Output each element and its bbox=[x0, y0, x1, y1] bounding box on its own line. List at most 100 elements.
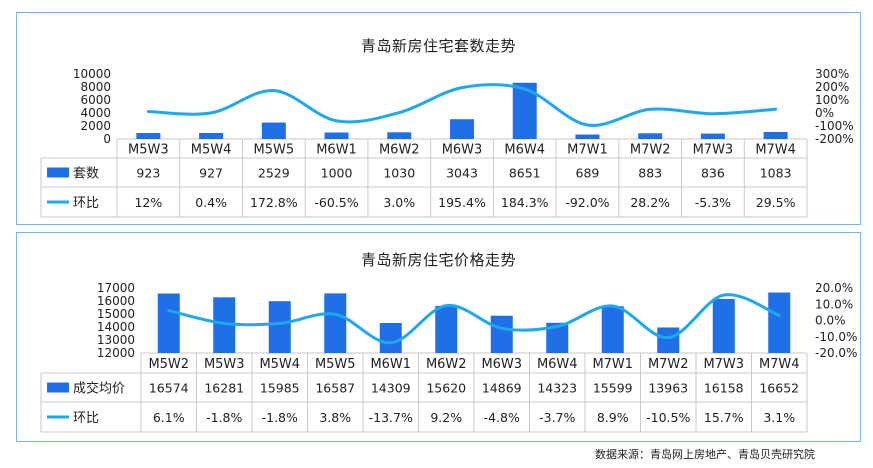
mom-value-label: 9.2% bbox=[430, 410, 462, 425]
bar bbox=[712, 298, 735, 353]
category-label: M5W5 bbox=[254, 143, 295, 158]
bar-value-label: 883 bbox=[638, 166, 662, 181]
category-label: M6W2 bbox=[379, 143, 420, 158]
mom-value-label: 8.9% bbox=[597, 410, 629, 425]
mom-value-label: 28.2% bbox=[630, 195, 670, 210]
y-left-tick-label: 0 bbox=[103, 132, 111, 146]
category-label: M7W2 bbox=[648, 357, 689, 372]
price-chart-panel: 青岛新房住宅价格走势 12000 13000 14000 15000 16000 1700… bbox=[16, 232, 861, 442]
mom-value-label: -5.3% bbox=[695, 195, 731, 210]
bar bbox=[324, 293, 347, 353]
y-left-tick-label: 2000 bbox=[80, 119, 111, 133]
y-left-tick-label: 12000 bbox=[97, 346, 135, 360]
mom-series-line bbox=[146, 83, 778, 127]
category-label: M5W5 bbox=[315, 357, 356, 372]
category-label: M6W3 bbox=[481, 357, 522, 372]
bar-value-label: 13963 bbox=[648, 381, 688, 396]
y-right-tick-label: -100% bbox=[815, 119, 854, 133]
y-right-tick-label: -200% bbox=[815, 132, 854, 146]
mom-value-label: 184.3% bbox=[501, 195, 549, 210]
bar bbox=[638, 133, 663, 139]
category-label: M6W1 bbox=[316, 143, 357, 158]
bar-value-label: 923 bbox=[136, 166, 160, 181]
bar bbox=[199, 132, 224, 139]
y-left-tick-label: 16000 bbox=[97, 294, 135, 308]
bar-value-label: 3043 bbox=[446, 166, 478, 181]
bar-value-label: 14309 bbox=[371, 381, 411, 396]
category-label: M7W3 bbox=[693, 143, 734, 158]
y-right-tick-label: 200% bbox=[815, 80, 849, 94]
bar bbox=[157, 293, 180, 353]
y-right-tick-label: -20.0% bbox=[815, 346, 857, 360]
mom-value-label: 29.5% bbox=[756, 195, 796, 210]
y-right-tick-label: 0% bbox=[815, 106, 834, 120]
bar-value-label: 16652 bbox=[759, 381, 799, 396]
bar-value-label: 689 bbox=[576, 166, 600, 181]
y-right-tick-label: -10.0% bbox=[815, 330, 857, 344]
y-left-tick-label: 10000 bbox=[73, 67, 111, 81]
chart-title: 青岛新房住宅价格走势 bbox=[360, 251, 516, 269]
bar-value-label: 16587 bbox=[315, 381, 355, 396]
y-left-tick-label: 13000 bbox=[97, 333, 135, 347]
bar-value-label: 927 bbox=[199, 166, 223, 181]
bar-value-label: 16281 bbox=[204, 381, 244, 396]
bar-value-label: 1030 bbox=[383, 166, 415, 181]
mom-value-label: -1.8% bbox=[206, 410, 242, 425]
bar bbox=[324, 132, 349, 139]
bar bbox=[213, 297, 236, 353]
category-label: M7W4 bbox=[755, 143, 796, 158]
mom-value-label: 3.1% bbox=[763, 410, 795, 425]
bar bbox=[768, 292, 791, 353]
bar bbox=[268, 301, 291, 353]
bar bbox=[379, 322, 402, 353]
y-right-tick-label: 300% bbox=[815, 67, 849, 81]
mom-value-label: 195.4% bbox=[438, 195, 486, 210]
category-label: M7W4 bbox=[759, 357, 800, 372]
legend-bar-swatch bbox=[47, 382, 69, 393]
y-right-tick-label: 20.0% bbox=[815, 281, 853, 295]
mom-value-label: -3.7% bbox=[539, 410, 575, 425]
bar-value-label: 1000 bbox=[321, 166, 353, 181]
mom-value-label: 3.0% bbox=[383, 195, 415, 210]
legend-line-label: 环比 bbox=[73, 196, 99, 211]
category-label: M7W3 bbox=[703, 357, 744, 372]
bar bbox=[261, 122, 286, 139]
mom-value-label: 15.7% bbox=[704, 410, 744, 425]
bar bbox=[450, 119, 474, 139]
bar-value-label: 2529 bbox=[258, 166, 290, 181]
source-note: 数据来源：青岛网上房地产、青岛贝壳研究院 bbox=[595, 448, 815, 461]
units-chart-panel: 青岛新房住宅套数走势 0 2000 4000 6000 8000 10000 -200% -1… bbox=[16, 12, 861, 225]
bar bbox=[490, 315, 513, 353]
bar-value-label: 15599 bbox=[593, 381, 633, 396]
category-label: M6W3 bbox=[442, 143, 483, 158]
legend-bar-label: 成交均价 bbox=[73, 381, 125, 397]
mom-value-label: 3.8% bbox=[319, 410, 351, 425]
mom-value-label: -92.0% bbox=[565, 195, 609, 210]
y-right-tick-label: 100% bbox=[815, 93, 849, 107]
mom-value-label: -4.8% bbox=[484, 410, 520, 425]
bar bbox=[136, 133, 161, 139]
mom-value-label: -13.7% bbox=[369, 410, 413, 425]
bar bbox=[546, 322, 569, 353]
bar bbox=[700, 133, 725, 139]
mom-value-label: -60.5% bbox=[314, 195, 358, 210]
category-label: M5W3 bbox=[204, 357, 245, 372]
category-label: M6W4 bbox=[537, 357, 578, 372]
mom-value-label: -1.8% bbox=[262, 410, 298, 425]
category-label: M6W4 bbox=[504, 143, 545, 158]
category-label: M5W3 bbox=[128, 143, 169, 158]
bar-value-label: 1083 bbox=[760, 166, 792, 181]
bar bbox=[575, 134, 600, 139]
bar-value-label: 14323 bbox=[537, 381, 577, 396]
y-left-tick-label: 14000 bbox=[97, 320, 135, 334]
category-label: M7W2 bbox=[630, 143, 671, 158]
mom-value-label: 12% bbox=[134, 195, 162, 210]
bar bbox=[763, 131, 788, 139]
mom-value-label: 172.8% bbox=[250, 195, 298, 210]
bar bbox=[601, 306, 624, 353]
bar bbox=[435, 305, 458, 353]
category-label: M6W2 bbox=[426, 357, 467, 372]
mom-value-label: 0.4% bbox=[195, 195, 227, 210]
